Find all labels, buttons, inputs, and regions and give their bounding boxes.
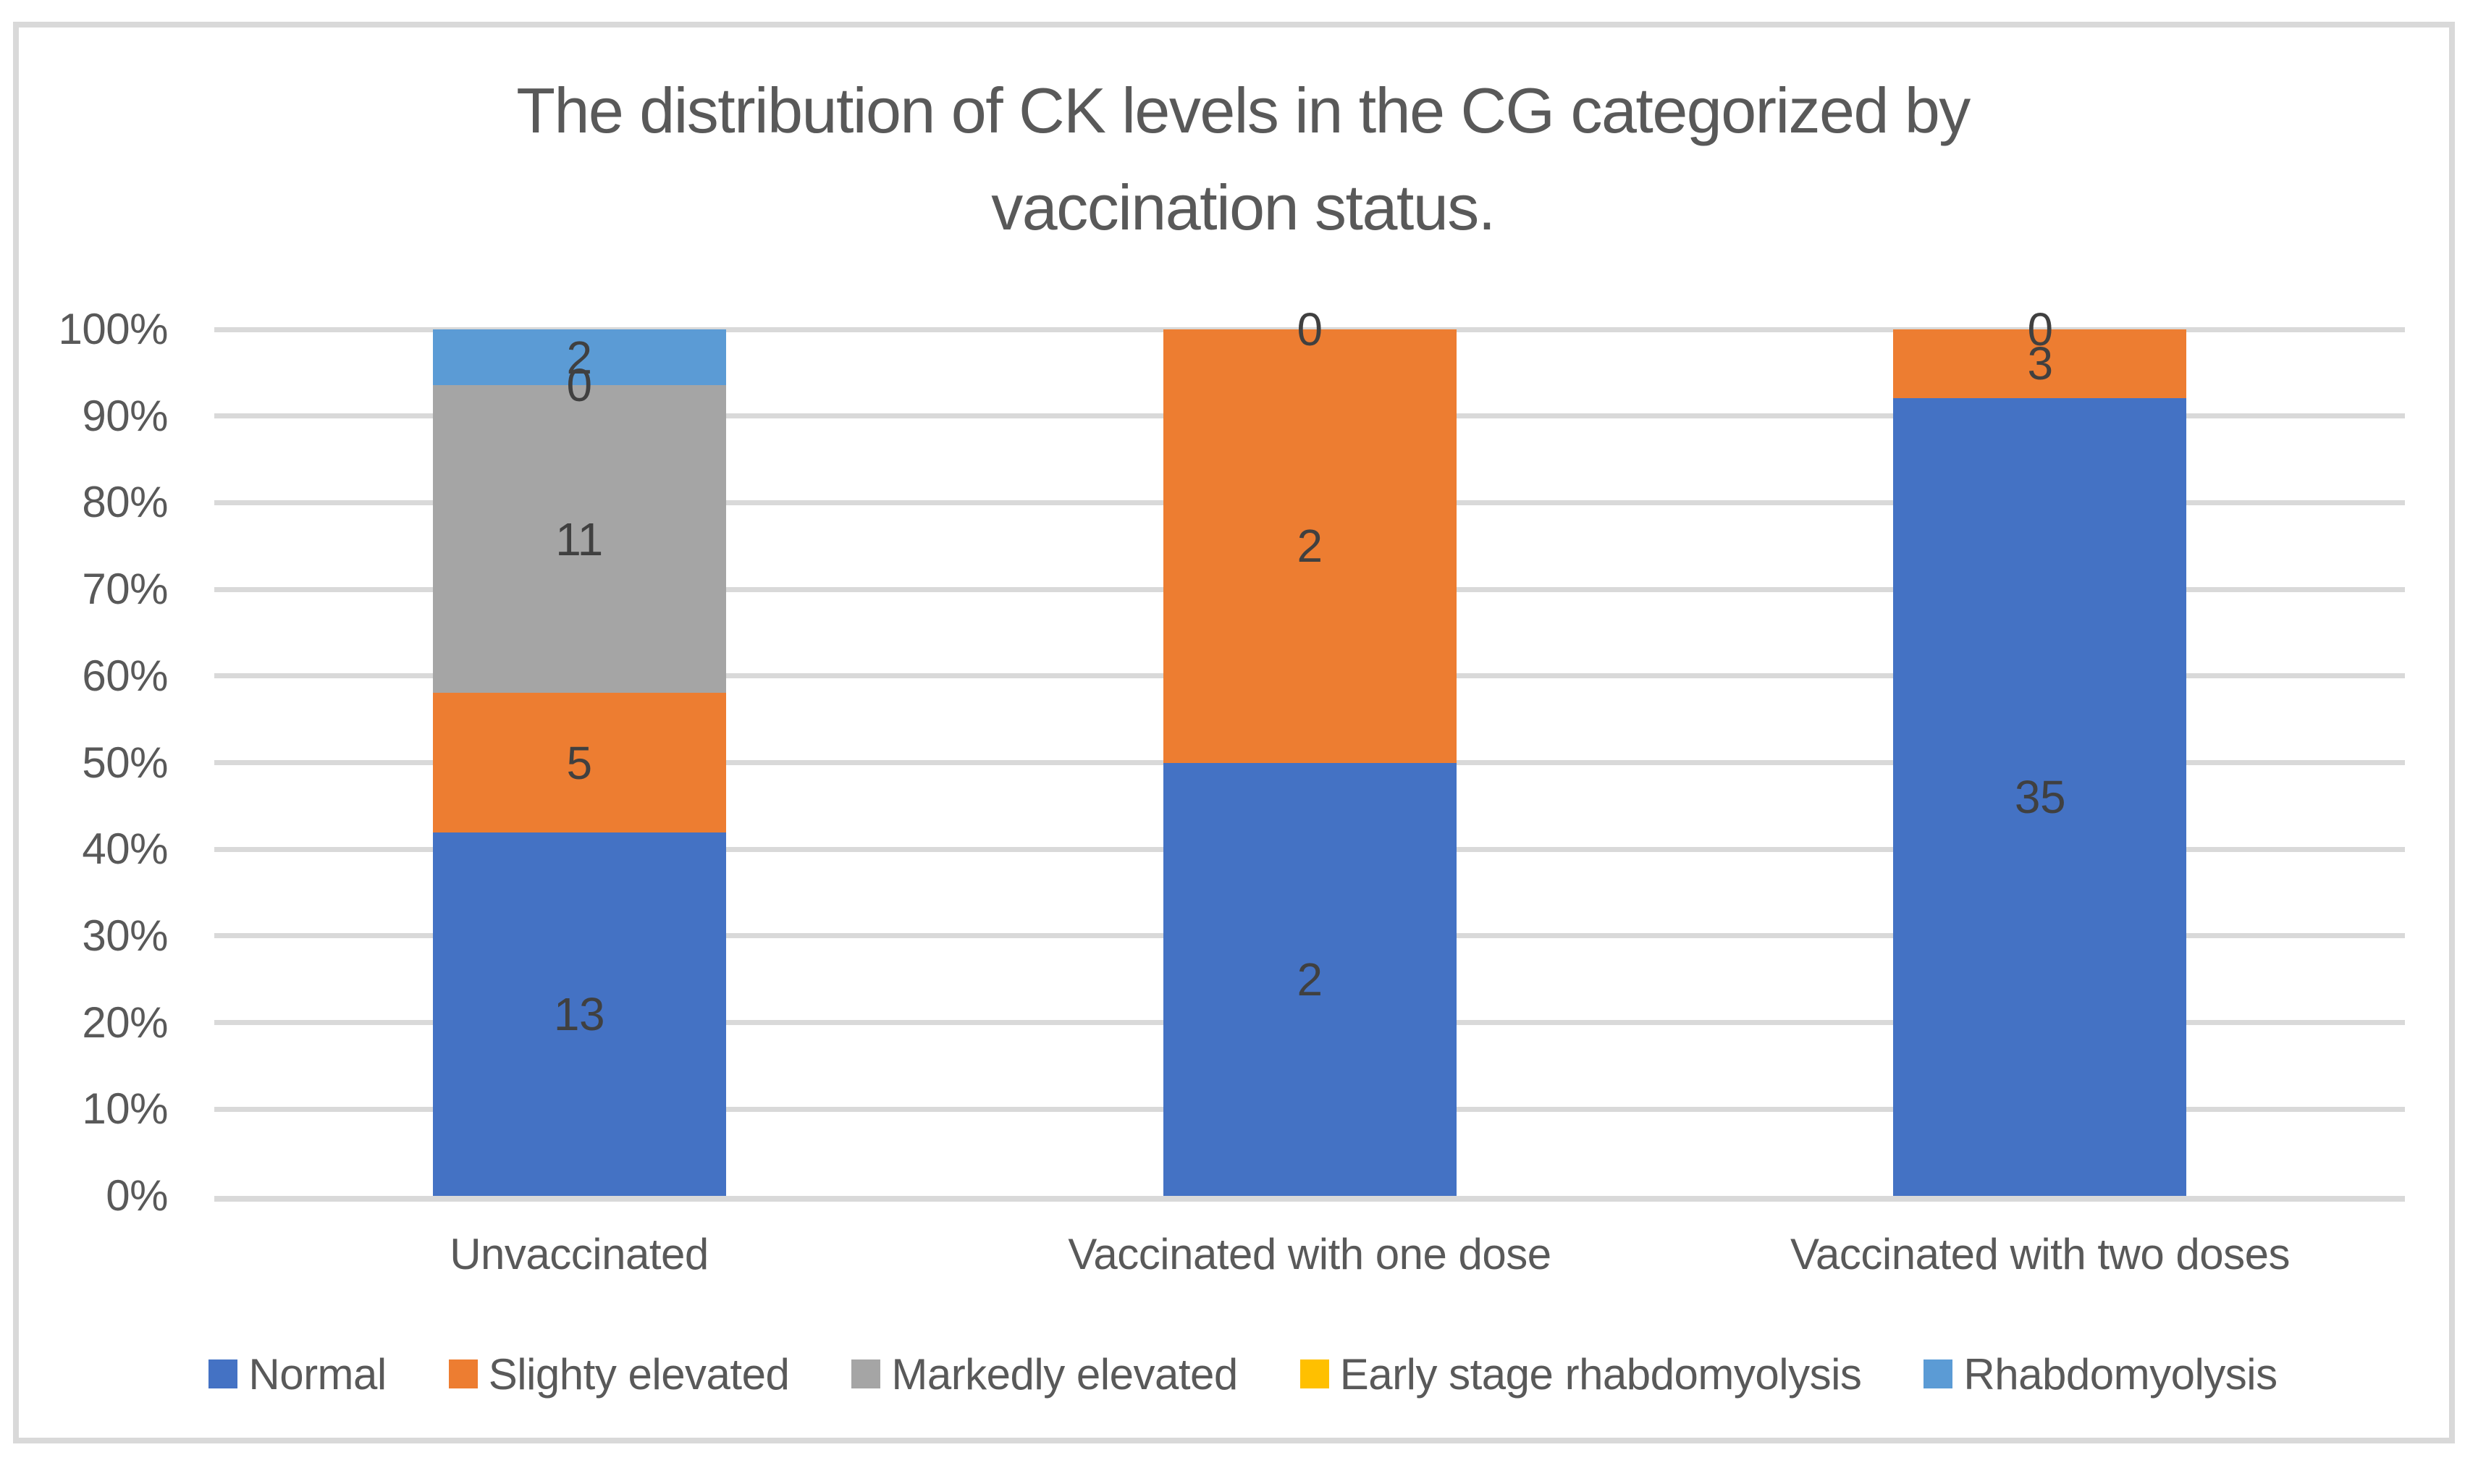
chart-title: The distribution of CK levels in the CG … (0, 62, 2486, 256)
data-label-unvaccinated-markedly-elevated: 11 (555, 513, 603, 565)
bar-segment-unvaccinated-normal (433, 832, 726, 1196)
legend-label-rhabdomyolysis: Rhabdomyolysis (1963, 1349, 2278, 1399)
x-category-label-vaccinated-with-one-dose: Vaccinated with one dose (1068, 1230, 1551, 1278)
y-tick-40: 40% (82, 825, 168, 873)
data-label-vaccinated-with-two-doses-normal: 35 (2014, 771, 2066, 823)
data-label-unvaccinated-normal: 13 (553, 988, 605, 1040)
y-tick-70: 70% (82, 565, 168, 613)
bar-segment-unvaccinated-markedly-elevated (433, 385, 726, 693)
legend-marker-slighty-elevated (448, 1359, 478, 1388)
legend-label-markedly-elevated: Markedly elevated (891, 1349, 1238, 1399)
legend-marker-normal (208, 1359, 238, 1388)
y-tick-0: 0% (106, 1171, 168, 1220)
y-tick-10: 10% (82, 1084, 168, 1133)
data-label-unvaccinated-rhabdomyolysis: 2 (566, 332, 592, 384)
bar-segment-vaccinated-with-two-doses-normal (1893, 398, 2186, 1197)
legend-marker-rhabdomyolysis (1924, 1359, 1953, 1388)
chart-title-line-2: vaccination status. (991, 171, 1496, 243)
legend-label-early-stage-rhabdomyolysis: Early stage rhabdomyolysis (1339, 1349, 1862, 1399)
bar-segment-unvaccinated-slighty-elevated (433, 693, 726, 832)
y-tick-80: 80% (82, 478, 168, 526)
legend-item-rhabdomyolysis: Rhabdomyolysis (1924, 1349, 2278, 1399)
data-label-vaccinated-with-one-dose-normal: 2 (1297, 953, 1323, 1006)
data-label-unvaccinated-early-stage-rhabdomyolysis: 0 (566, 359, 592, 411)
legend-item-markedly-elevated: Markedly elevated (851, 1349, 1238, 1399)
data-label-vaccinated-with-two-doses-markedly-elevated: 0 (2027, 303, 2053, 355)
legend: Normal Slighty elevated Markedly elevated E… (29, 1341, 2457, 1407)
data-label-vaccinated-with-two-doses-slighty-elevated: 3 (2027, 337, 2053, 389)
y-tick-20: 20% (82, 998, 168, 1047)
data-label-vaccinated-with-one-dose-markedly-elevated: 0 (1297, 303, 1323, 355)
legend-item-early-stage-rhabdomyolysis: Early stage rhabdomyolysis (1299, 1349, 1862, 1399)
bar-segment-vaccinated-with-two-doses-slighty-elevated (1893, 329, 2186, 398)
legend-item-slighty-elevated: Slighty elevated (448, 1349, 790, 1399)
bar-segment-vaccinated-with-one-dose-slighty-elevated (1163, 329, 1457, 763)
bar-segment-unvaccinated-rhabdomyolysis (433, 329, 726, 385)
bar-segment-vaccinated-with-one-dose-normal (1163, 763, 1457, 1197)
data-label-vaccinated-with-one-dose-slighty-elevated: 2 (1297, 520, 1323, 572)
y-tick-100: 100% (58, 305, 169, 353)
y-tick-90: 90% (82, 392, 168, 440)
legend-label-slighty-elevated: Slighty elevated (488, 1349, 790, 1399)
legend-marker-markedly-elevated (851, 1359, 881, 1388)
legend-marker-early-stage-rhabdomyolysis (1299, 1359, 1329, 1388)
chart-title-line-1: The distribution of CK levels in the CG … (516, 75, 1971, 146)
y-tick-60: 60% (82, 652, 168, 700)
legend-label-normal: Normal (248, 1349, 387, 1399)
y-tick-50: 50% (82, 738, 168, 787)
legend-item-normal: Normal (208, 1349, 387, 1399)
data-label-unvaccinated-slighty-elevated: 5 (566, 737, 592, 789)
x-axis-line (214, 1196, 2405, 1202)
y-tick-30: 30% (82, 911, 168, 960)
x-category-label-vaccinated-with-two-doses: Vaccinated with two doses (1790, 1230, 2291, 1278)
x-category-label-unvaccinated: Unvaccinated (450, 1230, 709, 1278)
